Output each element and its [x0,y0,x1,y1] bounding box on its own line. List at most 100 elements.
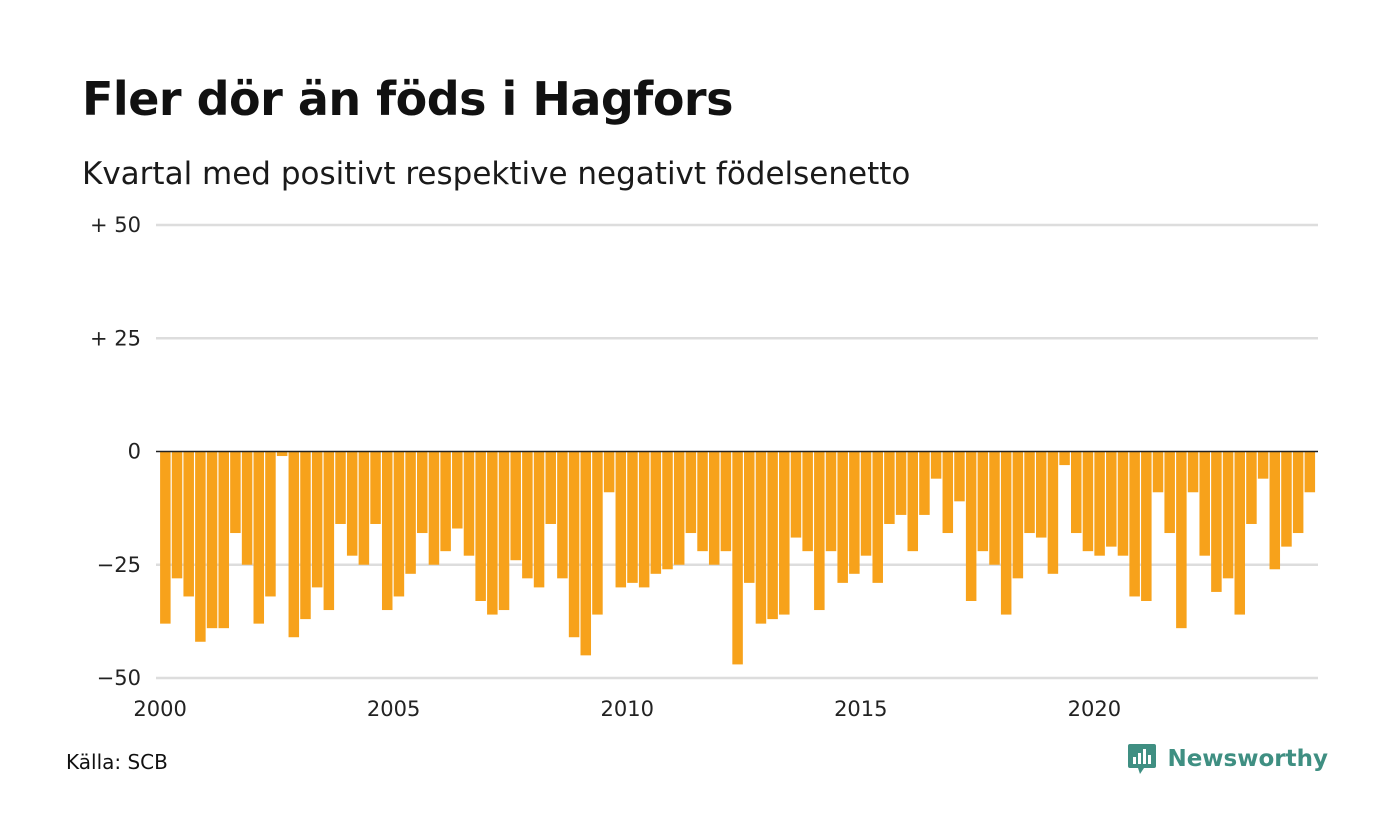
y-tick-label: + 50 [90,213,141,237]
bar [802,451,813,552]
bar [1211,451,1222,592]
bar [417,451,428,534]
bar [1094,451,1105,556]
bar [358,451,370,565]
bar [732,451,743,665]
bar [393,451,405,597]
bar [930,451,942,479]
bar [708,451,720,565]
bar [837,451,848,583]
bar [1012,451,1024,579]
bar [965,451,977,601]
bar [1000,451,1012,615]
bar [323,451,335,611]
bar [568,451,580,638]
bar [615,451,627,588]
bar [1246,451,1257,524]
bar [919,451,930,515]
bar [1117,451,1129,556]
bar [638,451,650,588]
x-tick-label: 2005 [367,697,420,721]
bar [1164,451,1175,534]
bar [241,451,253,565]
bar [1281,451,1292,547]
bar [381,451,393,611]
bar [276,451,288,457]
bar [790,451,802,538]
bar [498,451,510,611]
bar [1187,451,1199,493]
bar [907,451,919,552]
bar [487,451,498,615]
bar [230,451,241,534]
bar [1269,451,1281,570]
bar [954,451,965,502]
bar [1152,451,1164,493]
bars [160,451,1316,665]
bar [1129,451,1140,597]
x-tick-label: 2010 [600,697,653,721]
bar [557,451,568,579]
bar [1047,451,1059,574]
bar [977,451,989,552]
bar [720,451,732,552]
x-tick-label: 2020 [1068,697,1121,721]
bar [300,451,311,620]
bar [860,451,872,556]
bar [183,451,194,597]
bar [533,451,545,588]
bar [685,451,697,534]
brand-logo: Newsworthy [1127,742,1328,776]
bar [440,451,451,552]
bar [662,451,673,570]
bar [989,451,1000,565]
bar [1082,451,1094,552]
bar [825,451,837,552]
bar [545,451,556,524]
bar [592,451,603,615]
bar [755,451,767,624]
bar [218,451,229,629]
y-tick-label: + 25 [90,326,141,350]
bar [195,451,206,642]
bar [346,451,358,556]
bar [405,451,416,574]
bar [311,451,323,588]
bar [370,451,381,524]
bar [1024,451,1035,534]
bar [849,451,860,574]
x-tick-label: 2015 [834,697,887,721]
bar [1035,451,1047,538]
bar [884,451,895,524]
y-tick-label: −50 [97,666,141,690]
bar [767,451,778,620]
bar [510,451,521,561]
chart-title: Fler dör än föds i Hagfors [82,72,734,126]
bar [1304,451,1316,493]
bar [942,451,954,534]
bar [1176,451,1187,629]
bar [1106,451,1117,547]
bar [1141,451,1152,601]
bar [779,451,790,615]
bar [580,451,592,656]
bar [1257,451,1269,479]
bar [650,451,662,574]
bar [744,451,755,583]
bar [288,451,300,638]
bar [253,451,265,624]
y-tick-label: 0 [128,440,141,464]
bar [603,451,615,493]
bar [1059,451,1070,466]
bar [895,451,907,515]
bar [697,451,708,552]
chart-subtitle: Kvartal med positivt respektive negativt… [82,156,911,192]
bar [206,451,218,629]
bar [475,451,486,601]
bar [1071,451,1082,534]
bar [428,451,440,565]
bar [872,451,883,583]
bar [1199,451,1210,556]
bar [1222,451,1234,579]
